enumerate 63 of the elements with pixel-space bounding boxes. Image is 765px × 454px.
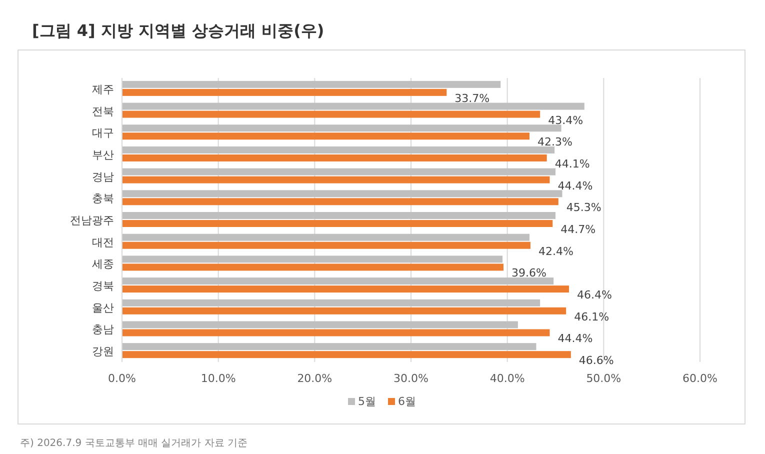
bar [122,343,536,350]
y-tick-label: 대전 [92,236,114,249]
bar [122,278,554,285]
bar [122,198,558,206]
legend-label: 6월 [398,395,416,408]
bar [122,176,550,184]
y-tick-label: 전남광주 [70,214,114,227]
bar [122,299,540,306]
y-tick-label: 경북 [92,280,114,293]
x-tick-label: 50.0% [586,372,622,385]
bar [122,146,555,154]
bar [122,102,584,110]
bar [122,220,553,227]
chart-title: [그림 4] 지방 지역별 상승거래 비중(우) [32,21,324,40]
bar [122,168,556,176]
data-label: 46.6% [578,354,614,368]
bar [122,190,562,198]
data-label: 46.4% [576,288,612,302]
bar [122,88,447,96]
data-label: 33.7% [454,92,490,105]
bar [122,321,518,328]
data-label: 43.4% [548,114,584,127]
y-tick-label: 경남 [92,170,114,184]
bar [122,286,569,293]
bar [122,124,562,132]
bar [122,256,503,263]
bar [122,307,566,314]
x-tick-label: 10.0% [200,372,236,385]
bar [122,212,556,219]
x-tick-label: 0.0% [108,372,136,385]
bar [122,329,550,336]
data-label: 42.4% [538,244,574,258]
y-tick-label: 전북 [92,104,114,118]
bar [122,242,530,249]
bar [122,110,540,118]
bar [122,351,571,358]
y-tick-label: 충북 [92,192,114,206]
data-label: 44.1% [554,157,590,170]
y-tick-label: 부산 [92,148,114,162]
y-tick-label: 강원 [92,345,114,358]
x-tick-label: 60.0% [682,372,718,385]
y-tick-label: 제주 [92,82,114,96]
data-label: 45.3% [566,201,602,214]
data-label: 42.3% [537,136,572,149]
data-label: 44.7% [560,223,596,236]
y-tick-label: 세종 [92,258,114,271]
x-tick-label: 30.0% [394,372,428,385]
y-tick-label: 충남 [92,323,114,336]
x-tick-label: 40.0% [490,372,525,385]
y-tick-label: 울산 [92,301,114,314]
data-label: 44.4% [558,179,593,192]
bar [122,264,504,271]
bar [122,234,530,241]
data-label: 46.1% [574,310,610,324]
bar [122,80,501,88]
y-tick-label: 대구 [92,126,114,140]
x-tick-label: 20.0% [297,372,332,385]
text: 주) 2026.7.9 국토교통부 매매 실거래가 자료 기준 [20,438,248,449]
legend-label: 5월 [358,395,376,408]
bar [122,132,530,140]
data-label: 39.6% [511,266,546,280]
bar [122,154,547,162]
data-label: 44.4% [558,332,593,346]
